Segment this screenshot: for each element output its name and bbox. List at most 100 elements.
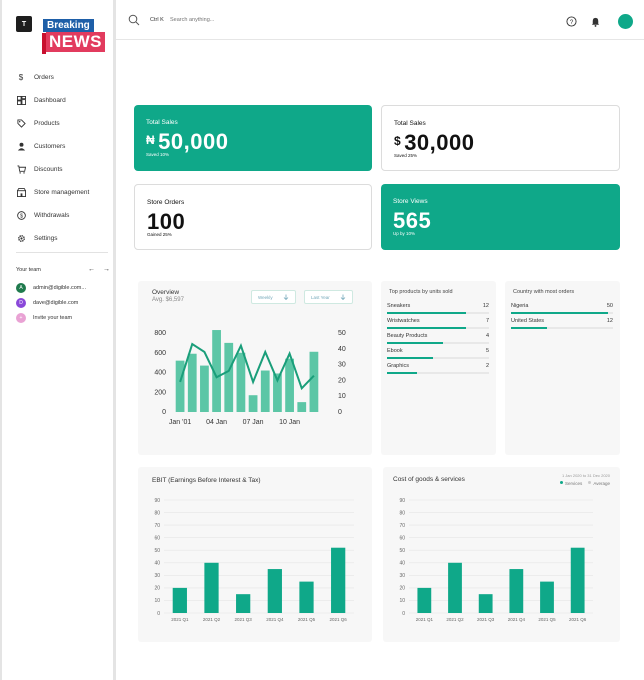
x-tick-label: 2021 Q5 bbox=[298, 617, 316, 622]
list-item-value: 5 bbox=[485, 348, 489, 354]
y-tick-label: 60 bbox=[399, 535, 405, 541]
x-tick-label: 2021 Q1 bbox=[416, 617, 434, 622]
overview-bar[interactable] bbox=[200, 365, 209, 412]
y-tick-label: 60 bbox=[154, 535, 160, 541]
progress-track bbox=[511, 327, 613, 329]
chart-bar[interactable] bbox=[331, 547, 346, 613]
x-tick-label: 2021 Q5 bbox=[538, 617, 556, 622]
x-tick-label: 07 Jan bbox=[243, 419, 264, 426]
list-item[interactable]: Ebook 5 bbox=[387, 348, 489, 359]
legend-average[interactable]: Average bbox=[588, 481, 610, 486]
x-tick-label: 2021 Q6 bbox=[330, 617, 348, 622]
chart-bar[interactable] bbox=[448, 562, 462, 613]
sidebar-item-products[interactable]: Products bbox=[16, 112, 112, 135]
sidebar-item-withdrawals[interactable]: $ Withdrawals bbox=[16, 204, 112, 227]
x-tick-label: 2021 Q2 bbox=[203, 617, 221, 622]
avatar: D bbox=[16, 297, 26, 308]
legend-services[interactable]: Services bbox=[560, 481, 582, 486]
team-member[interactable]: A admin@digible.com... bbox=[16, 280, 112, 295]
help-icon[interactable]: ? bbox=[566, 16, 577, 27]
overview-bar[interactable] bbox=[248, 395, 258, 412]
overview-bar[interactable] bbox=[224, 342, 234, 412]
y-tick-label: 70 bbox=[399, 523, 405, 529]
arrow-left-icon[interactable]: ← bbox=[88, 266, 95, 273]
weekly-dropdown[interactable]: Weekly bbox=[251, 290, 296, 304]
list-item[interactable]: United States 12 bbox=[511, 318, 613, 329]
overview-bar[interactable] bbox=[187, 353, 197, 412]
sidebar-item-discounts[interactable]: Discounts bbox=[16, 158, 112, 181]
y-tick-label: 40 bbox=[154, 561, 160, 567]
last-year-dropdown[interactable]: Last Year bbox=[304, 290, 353, 304]
stat-value: $30,000 bbox=[394, 130, 475, 155]
svg-text:$: $ bbox=[20, 213, 23, 219]
chart-bar[interactable] bbox=[299, 581, 314, 613]
team-title: Your team bbox=[16, 266, 41, 273]
y2-tick-label: 0 bbox=[338, 409, 342, 416]
overview-bar[interactable] bbox=[273, 373, 282, 412]
chart-bar[interactable] bbox=[570, 547, 585, 613]
top-products-panel: Top products by units sold Sneakers 12 Wri… bbox=[381, 281, 496, 455]
progress-track bbox=[387, 372, 489, 374]
stat-label: Store Orders bbox=[147, 199, 185, 206]
stat-card-store-orders: Store Orders 100 Gained 25% bbox=[134, 184, 372, 250]
chart-bar[interactable] bbox=[236, 594, 251, 613]
team-member[interactable]: D dave@digible.com bbox=[16, 295, 112, 310]
overview-bar[interactable] bbox=[212, 330, 221, 412]
cost-title: Cost of goods & services bbox=[393, 476, 465, 483]
country-panel: Country with most orders Nigeria 50 United… bbox=[505, 281, 620, 455]
overview-line bbox=[179, 342, 315, 391]
overview-bar[interactable] bbox=[297, 402, 307, 412]
list-item-label: Nigeria bbox=[511, 303, 529, 309]
sidebar-item-label: Products bbox=[34, 120, 60, 127]
overview-bar[interactable] bbox=[309, 351, 319, 412]
bell-icon[interactable] bbox=[590, 16, 601, 27]
y2-tick-label: 40 bbox=[338, 346, 346, 353]
user-avatar[interactable] bbox=[618, 14, 633, 29]
plus-icon: + bbox=[16, 312, 26, 323]
chart-bar[interactable] bbox=[172, 587, 187, 613]
search-input[interactable] bbox=[170, 14, 290, 26]
x-tick-label: 2021 Q4 bbox=[508, 617, 526, 622]
chart-bar[interactable] bbox=[417, 587, 432, 613]
x-tick-label: 2021 Q3 bbox=[477, 617, 495, 622]
y-tick-label: 80 bbox=[154, 510, 160, 516]
list-item[interactable]: Graphics 2 bbox=[387, 363, 489, 374]
x-tick-label: 2021 Q3 bbox=[235, 617, 253, 622]
chart-bar[interactable] bbox=[267, 569, 282, 613]
chart-bar[interactable] bbox=[509, 569, 524, 613]
list-item[interactable]: Beauty Products 4 bbox=[387, 333, 489, 344]
list-item[interactable]: Wristwatches 7 bbox=[387, 318, 489, 329]
list-item[interactable]: Nigeria 50 bbox=[511, 303, 613, 314]
list-item[interactable]: Sneakers 12 bbox=[387, 303, 489, 314]
list-item-label: United States bbox=[511, 318, 545, 324]
overview-bar[interactable] bbox=[175, 360, 185, 412]
stat-card-total-sales-naira: Total Sales ₦ 50,000 Saved 10% bbox=[134, 105, 372, 171]
overview-bar[interactable] bbox=[285, 358, 294, 412]
logo[interactable]: T bbox=[16, 16, 32, 32]
invite-team-button[interactable]: + Invite your team bbox=[16, 310, 112, 325]
overview-chart: 0 200 400 600 800 0 10 20 30 40 50 Jan '01 04 Jan 07 … bbox=[154, 330, 346, 426]
sidebar-item-customers[interactable]: Customers bbox=[16, 135, 112, 158]
chart-bar[interactable] bbox=[478, 594, 493, 613]
y-tick-label: 200 bbox=[154, 389, 166, 396]
sidebar-item-store-management[interactable]: Store management bbox=[16, 181, 112, 204]
y2-tick-label: 30 bbox=[338, 362, 346, 369]
news-badge-top: Breaking bbox=[42, 18, 95, 33]
sidebar-item-label: Settings bbox=[34, 235, 58, 242]
search-icon[interactable] bbox=[128, 14, 140, 26]
arrow-right-icon[interactable]: → bbox=[103, 266, 110, 273]
x-tick-label: 2021 Q4 bbox=[266, 617, 284, 622]
overview-bar[interactable] bbox=[236, 352, 246, 412]
sidebar-item-orders[interactable]: $ Orders bbox=[16, 66, 112, 89]
sidebar-item-settings[interactable]: Settings bbox=[16, 227, 112, 250]
chart-bar[interactable] bbox=[540, 581, 554, 613]
sidebar-item-label: Discounts bbox=[34, 166, 63, 173]
shortcut-hint: Ctrl K bbox=[150, 17, 164, 23]
user-icon bbox=[16, 142, 26, 152]
progress-bar bbox=[387, 372, 417, 374]
list-item-label: Beauty Products bbox=[387, 333, 428, 339]
cost-legend: Services Average bbox=[560, 481, 610, 486]
sidebar-item-dashboard[interactable]: Dashboard bbox=[16, 89, 112, 112]
chart-bar[interactable] bbox=[204, 562, 219, 613]
overview-bar[interactable] bbox=[260, 370, 270, 412]
